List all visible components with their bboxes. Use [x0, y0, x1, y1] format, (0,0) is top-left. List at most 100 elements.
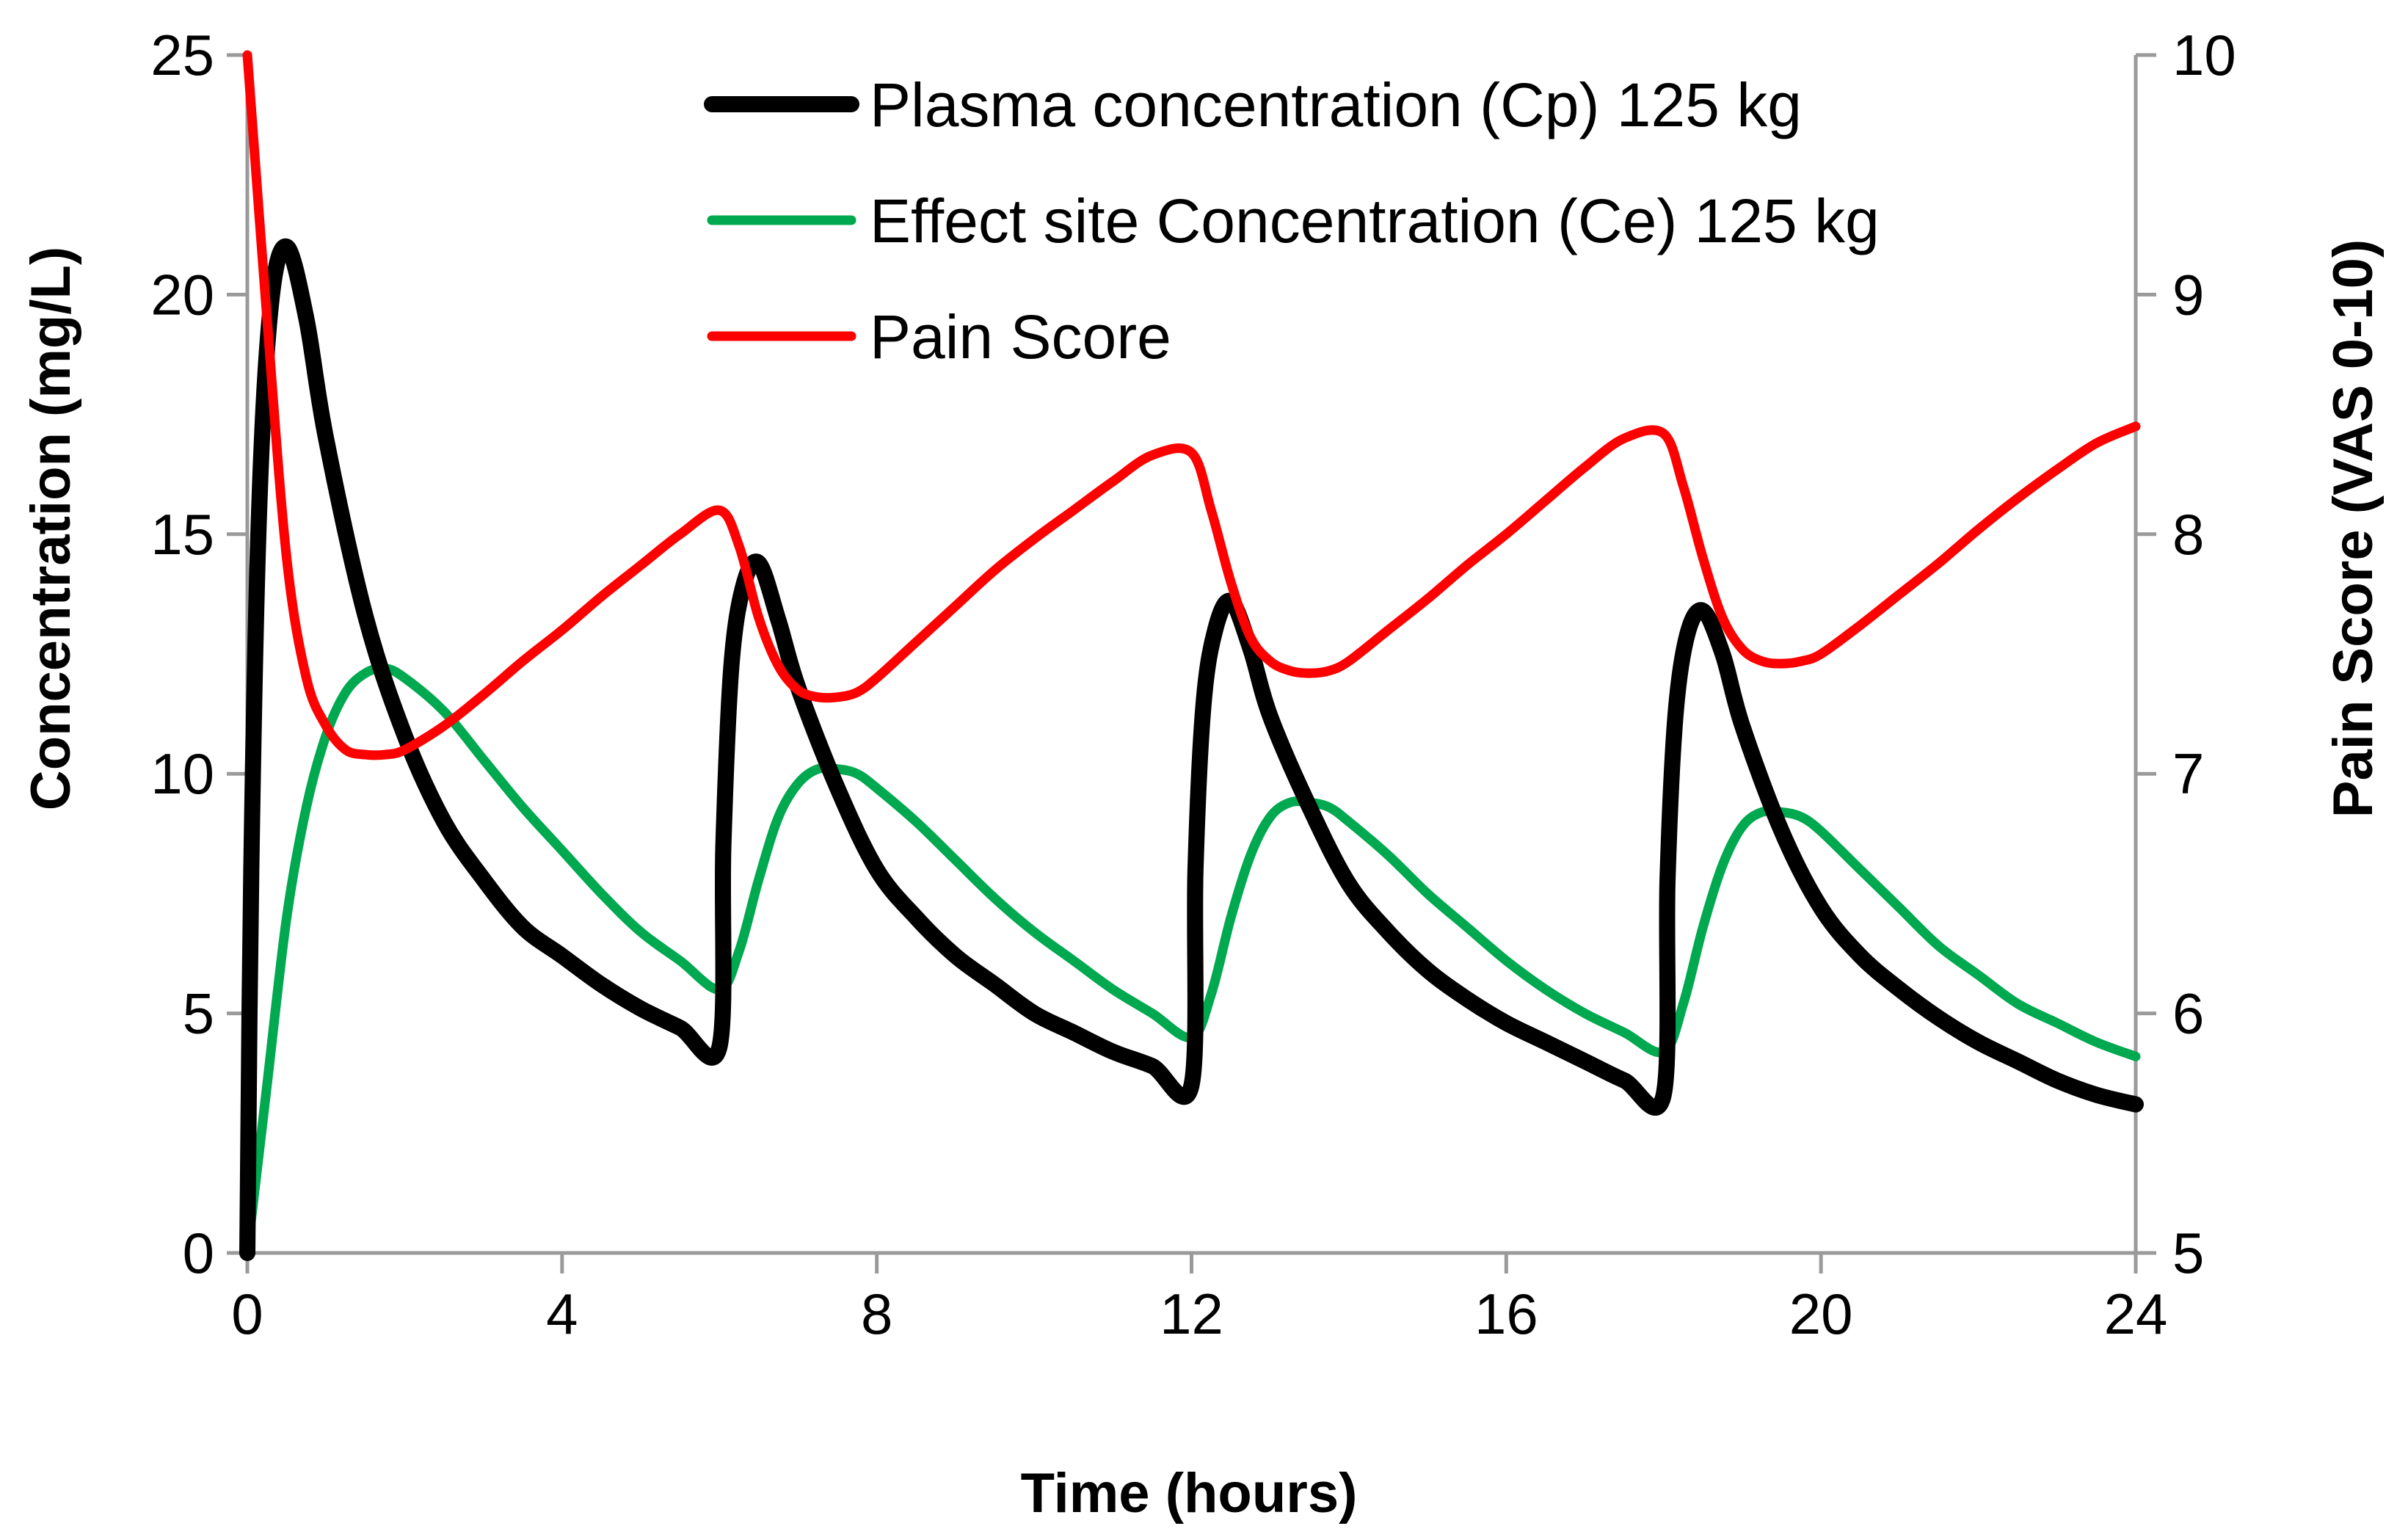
y-axis-title: Concentration (mg/L): [20, 247, 82, 810]
data-point: [1211, 510, 1212, 511]
tick-labels: 0 4 8 12 16 20 24 0 5 10 15 20 25 5 6 7 8 9 10: [150, 23, 2236, 1346]
legend-label: Pain Score: [870, 302, 1171, 371]
data-point: [1624, 1080, 1625, 1081]
x-tick-label: 20: [1789, 1282, 1853, 1346]
data-point: [739, 546, 740, 547]
data-point: [1506, 1022, 1507, 1023]
data-point: [2056, 1080, 2057, 1081]
data-point: [1073, 510, 1074, 511]
data-point: [444, 711, 445, 712]
y2-tick-label: 5: [2172, 1221, 2204, 1285]
data-point: [404, 677, 405, 678]
data-point: [1899, 908, 1900, 909]
data-point: [1761, 812, 1762, 813]
data-point: [247, 1253, 248, 1254]
data-point: [1073, 960, 1074, 961]
data-point: [719, 510, 720, 511]
data-point: [259, 510, 260, 511]
series-line: [242, 50, 2141, 760]
data-point: [1683, 486, 1684, 487]
data-point: [444, 821, 445, 822]
data-point: [1211, 994, 1212, 995]
y-tick-label: 0: [183, 1221, 214, 1285]
legend-label: Effect site Concentration (Ce) 125 kg: [870, 186, 1880, 255]
y-tick-label: 20: [150, 262, 214, 327]
data-point: [1683, 1003, 1684, 1004]
data-point: [1309, 673, 1310, 674]
data-point: [1250, 637, 1251, 638]
data-point: [2096, 1094, 2097, 1095]
y2-tick-label: 10: [2172, 23, 2236, 87]
data-point: [1427, 598, 1428, 599]
data-point: [1939, 1018, 1940, 1019]
data-point: [326, 725, 327, 726]
data-point: [1663, 1094, 1664, 1095]
data-point: [1821, 831, 1822, 832]
y-tick-label: 10: [150, 741, 214, 806]
data-point: [1781, 831, 1782, 832]
data-point: [601, 596, 602, 597]
series-pain-score: [242, 50, 2141, 760]
data-point: [601, 893, 602, 894]
x-tick-label: 12: [1160, 1282, 1223, 1346]
data-point: [483, 694, 484, 695]
data-point: [758, 563, 759, 564]
data-point: [2056, 469, 2057, 470]
axes: [227, 53, 2156, 1273]
data-point: [1506, 960, 1507, 961]
data-point: [1742, 649, 1743, 650]
data-point: [1203, 706, 1204, 707]
data-point: [876, 869, 877, 870]
data-point: [404, 749, 405, 750]
data-point: [1250, 855, 1251, 856]
data-point: [1939, 563, 1940, 564]
data-point: [856, 692, 857, 693]
data-point: [1742, 725, 1743, 726]
legend-item: Pain Score: [707, 302, 1171, 371]
data-point: [251, 869, 252, 870]
y-tick-label: 25: [150, 23, 214, 87]
x-tick-label: 4: [546, 1282, 578, 1346]
data-point: [286, 558, 287, 559]
y2-tick-label: 7: [2172, 741, 2204, 806]
data-point: [916, 821, 917, 822]
data-point: [1801, 817, 1802, 818]
x-tick-label: 0: [231, 1282, 263, 1346]
data-point: [1191, 1085, 1192, 1086]
data-point: [798, 690, 799, 691]
data-point: [1624, 438, 1625, 439]
x-tick-label: 16: [1474, 1282, 1538, 1346]
data-point: [1899, 989, 1900, 990]
data-point: [798, 783, 799, 784]
data-point: [1821, 654, 1822, 655]
y-tick-label: 15: [150, 502, 214, 567]
data-point: [1231, 601, 1232, 602]
y2-tick-label: 6: [2172, 981, 2204, 1046]
series-layer: [239, 50, 2144, 1261]
data-point: [1624, 1032, 1625, 1033]
y2-tick-label: 8: [2172, 502, 2204, 567]
data-point: [1388, 855, 1389, 856]
data-point: [1388, 931, 1389, 932]
data-point: [1939, 946, 1940, 947]
data-point: [2056, 1022, 2057, 1023]
data-point: [1388, 630, 1389, 631]
data-point: [1427, 893, 1428, 894]
series-line: [239, 238, 2144, 1261]
data-point: [561, 630, 562, 631]
data-point: [1034, 1013, 1035, 1014]
data-point: [1545, 989, 1546, 990]
data-point: [1034, 931, 1035, 932]
data-point: [1073, 1032, 1074, 1033]
data-point: [561, 850, 562, 851]
data-point: [1329, 670, 1330, 671]
data-point: [1466, 999, 1467, 1000]
data-point: [1466, 565, 1467, 566]
data-point: [1195, 869, 1196, 870]
data-point: [483, 759, 484, 760]
data-point: [1466, 927, 1467, 928]
x-tick-label: 24: [2104, 1282, 2168, 1346]
x-tick-label: 8: [861, 1282, 892, 1346]
y-tick-label: 5: [183, 981, 214, 1046]
